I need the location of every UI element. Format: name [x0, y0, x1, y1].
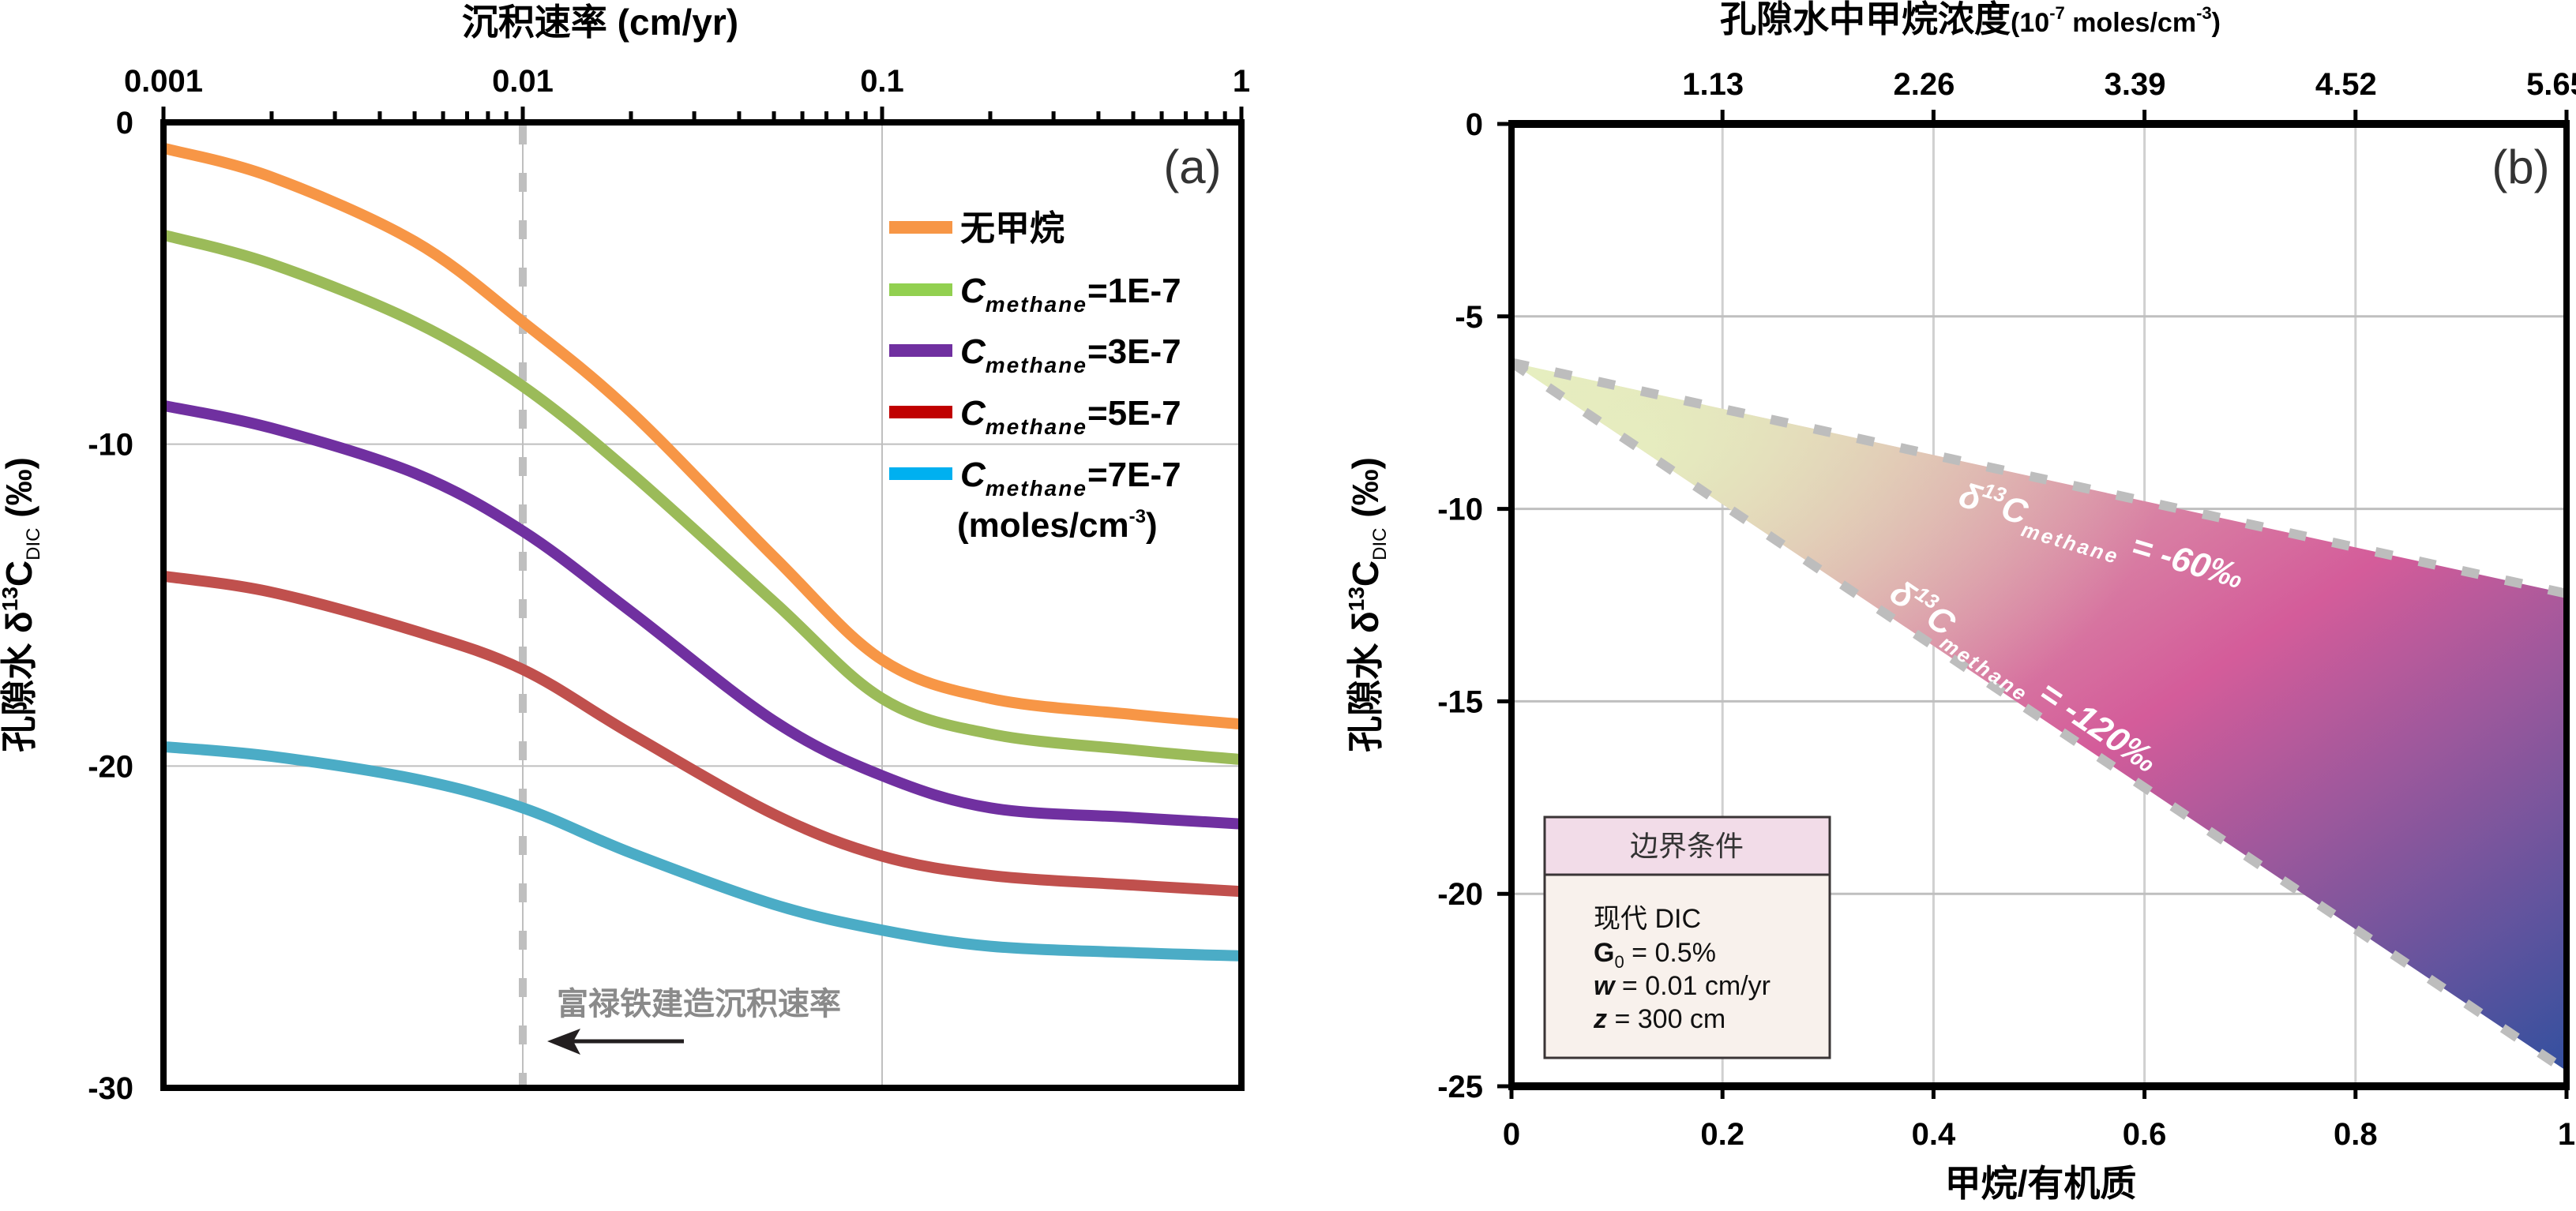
panel-b-x-axis-title: 甲烷/有机质	[1945, 1163, 2137, 1204]
panel-a-axes	[160, 119, 1245, 1091]
legend-main: C	[960, 394, 986, 433]
panel-a-x-ticks: 0.001 0.01 0.1 1	[124, 64, 1250, 122]
panel-b-top-x-ticks: 1.13 2.26 3.39 4.52 5.65	[1682, 67, 2576, 124]
y-tick-label: -25	[1437, 1070, 1483, 1104]
y-tick-label: -20	[88, 749, 133, 784]
panel-b-y-axis-title: 孔隙水 δ13CDIC (‰)	[1344, 457, 1391, 752]
y-tick-label: -5	[1455, 300, 1483, 335]
legend-tail: =7E-7	[1087, 456, 1181, 494]
panel-a-y-ticks: 0 -10 -20 -30	[88, 106, 133, 1106]
boundary-box-title: 边界条件	[1630, 830, 1744, 862]
annotation-text: 富禄铁建造沉积速率	[557, 987, 841, 1022]
panel-b-label: (b)	[2492, 141, 2549, 193]
legend-tail: =5E-7	[1087, 394, 1181, 433]
top-x-tick-label: 3.39	[2105, 67, 2166, 102]
x-tick-label: 1	[2558, 1117, 2575, 1152]
legend-subscript: methane	[986, 414, 1087, 439]
legend-subscript: methane	[986, 476, 1087, 501]
panel-b-axes	[1508, 120, 2570, 1090]
panel-a-legend: 无甲烷Cmethane=1E-7Cmethane=3E-7Cmethane=5E…	[889, 209, 1181, 545]
top-x-tick-label: 2.26	[1893, 67, 1955, 102]
units-close: )	[1146, 506, 1158, 545]
legend-swatch	[889, 283, 952, 296]
boundary-line-z: z = 300 cm	[1593, 1004, 1725, 1034]
series-line-1	[163, 229, 1241, 766]
boundary-line-g0: G0 = 0.5%	[1594, 938, 1716, 972]
y-tick-label: -20	[1437, 877, 1483, 912]
legend-label: Cmethane=5E-7	[960, 394, 1181, 439]
legend-tail: =1E-7	[1087, 272, 1181, 310]
lower-bound-line	[1511, 358, 2567, 1075]
y-tick-label: 0	[116, 106, 133, 141]
panel-a-frame	[160, 119, 1245, 1091]
y-tick-label: -10	[1437, 493, 1483, 527]
y-tick-label: -30	[88, 1071, 133, 1106]
x-tick-label: 0.01	[492, 64, 554, 99]
series-line-0	[163, 142, 1241, 730]
series-line-3	[163, 570, 1241, 898]
panel-b: 孔隙水中甲烷浓度(10-7 moles/cm-3) 0 0.2 0.4 0.6 0.8 1…	[1344, 0, 2576, 1204]
legend-swatch	[889, 406, 952, 418]
x-tick-label: 0.1	[860, 64, 904, 99]
legend-units: (moles/cm-3)	[957, 506, 1158, 545]
x-tick-label: 0.001	[124, 64, 203, 99]
panel-a-y-axis-title: 孔隙水 δ13CDIC (‰)	[0, 457, 44, 752]
x-tick-label: 0.2	[1700, 1117, 1744, 1152]
units-sup: -3	[1129, 506, 1146, 527]
legend-swatch	[889, 221, 952, 234]
panel-a-series	[163, 142, 1241, 962]
panel-a-annotation: 富禄铁建造沉积速率	[547, 987, 841, 1055]
legend-tail: =3E-7	[1087, 332, 1181, 371]
x-tick-label: 0.8	[2334, 1117, 2378, 1152]
x-tick-label: 0.4	[1912, 1117, 1956, 1152]
legend-subscript: methane	[986, 292, 1087, 317]
legend-subscript: methane	[986, 353, 1087, 377]
legend-swatch	[889, 344, 952, 357]
legend-main: C	[960, 272, 986, 310]
panel-b-region	[1511, 358, 2567, 1075]
panel-b-x-ticks: 0 0.2 0.4 0.6 0.8 1	[1503, 1086, 2575, 1152]
panel-a: 沉积速率 (cm/yr) 0.001 0.01 0.1 1 0 -10 -20 -30 (a…	[0, 2, 1250, 1106]
panel-b-top-axis-title: 孔隙水中甲烷浓度(10-7 moles/cm-3)	[1720, 0, 2221, 39]
series-line-4	[163, 740, 1241, 962]
series-line-2	[163, 399, 1241, 830]
legend-label: Cmethane=3E-7	[960, 332, 1181, 377]
panel-a-x-axis-title: 沉积速率 (cm/yr)	[462, 2, 738, 43]
legend-swatch	[889, 467, 952, 480]
arrow-head	[547, 1029, 580, 1055]
boundary-line-dic: 现代 DIC	[1594, 904, 1701, 934]
units-text: (moles/cm	[957, 506, 1129, 545]
legend-label: 无甲烷	[960, 209, 1065, 248]
legend-label: Cmethane=7E-7	[960, 456, 1181, 501]
top-x-tick-label: 4.52	[2315, 67, 2377, 102]
panel-b-y-ticks: 0 -5 -10 -15 -20 -25	[1437, 107, 1511, 1104]
boundary-line-w: w = 0.01 cm/yr	[1594, 971, 1771, 1001]
x-tick-label: 0	[1503, 1117, 1520, 1152]
top-x-tick-label: 5.65	[2526, 67, 2576, 102]
y-tick-label: -15	[1437, 684, 1483, 719]
legend-label: Cmethane=1E-7	[960, 272, 1181, 317]
legend-main: C	[960, 456, 986, 494]
legend-main: C	[960, 332, 986, 371]
boundary-box-header	[1543, 815, 1831, 876]
x-tick-label: 0.6	[2123, 1117, 2167, 1152]
y-tick-label: 0	[1466, 107, 1483, 142]
y-tick-label: -10	[88, 428, 133, 463]
upper-bound-line	[1511, 358, 2567, 598]
boundary-box-body	[1543, 873, 1831, 1059]
panel-a-label: (a)	[1163, 141, 1221, 193]
boundary-conditions-box: 边界条件 现代 DIC G0 = 0.5% w = 0.01 cm/yr z =…	[1543, 815, 1831, 1059]
x-tick-label: 1	[1233, 64, 1250, 99]
top-x-tick-label: 1.13	[1682, 67, 1744, 102]
